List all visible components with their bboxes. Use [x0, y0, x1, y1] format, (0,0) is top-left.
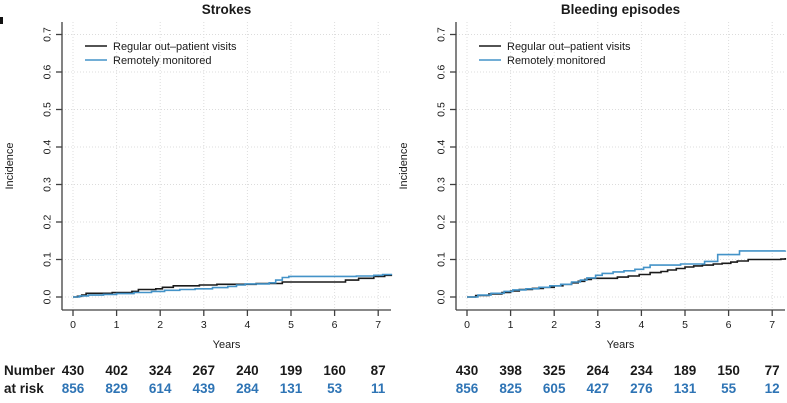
chart-title: Strokes — [202, 2, 252, 17]
risk-value: 427 — [586, 381, 610, 396]
x-tick-label: 6 — [726, 319, 732, 331]
risk-value: 199 — [279, 363, 303, 378]
x-tick-label: 2 — [157, 319, 163, 331]
y-tick-label: 0.0 — [42, 290, 54, 305]
risk-value: 267 — [192, 363, 216, 378]
y-tick-label: 0.1 — [42, 252, 54, 267]
x-tick-label: 4 — [244, 319, 250, 331]
x-tick-label: 2 — [551, 319, 557, 331]
chart-title: Bleeding episodes — [561, 2, 680, 17]
risk-value: 150 — [717, 363, 740, 378]
risk-value: 11 — [371, 381, 386, 396]
x-tick-label: 7 — [769, 319, 775, 331]
x-tick-label: 0 — [464, 319, 470, 331]
legend-label: Remotely monitored — [507, 55, 605, 67]
y-tick-label: 0.3 — [436, 177, 448, 192]
risk-value: 856 — [61, 381, 85, 396]
x-tick-label: 6 — [332, 319, 338, 331]
risk-value: 825 — [499, 381, 522, 396]
x-axis-title: Years — [213, 339, 241, 351]
x-tick-label: 5 — [682, 319, 688, 331]
risk-value: 325 — [542, 363, 566, 378]
x-tick-label: 5 — [288, 319, 294, 331]
y-tick-label: 0.2 — [42, 215, 54, 230]
risk-value: 160 — [323, 363, 346, 378]
risk-value: 284 — [236, 381, 259, 396]
y-tick-label: 0.6 — [436, 65, 448, 80]
y-tick-label: 0.2 — [436, 215, 448, 230]
risk-value: 439 — [192, 381, 216, 396]
risk-value: 87 — [370, 363, 386, 378]
strokes-chart: 0.0 0.1 0.2 0.3 0.4 0.5 0.6 0.7 0 1 2 3 4 5 6 7 Years Inc… — [4, 2, 393, 351]
number-at-risk-label-line2: at risk — [4, 381, 44, 396]
x-axis-title: Years — [607, 339, 635, 351]
risk-value: 856 — [455, 381, 479, 396]
risk-value: 77 — [764, 363, 780, 378]
risk-value: 234 — [630, 363, 653, 378]
x-tick-label: 4 — [638, 319, 644, 331]
risk-value: 240 — [236, 363, 259, 378]
x-tick-label: 7 — [375, 319, 381, 331]
y-tick-label: 0.1 — [436, 252, 448, 267]
y-tick-label: 0.5 — [436, 102, 448, 117]
risk-value: 430 — [61, 363, 85, 378]
y-tick-label: 0.4 — [436, 140, 448, 155]
y-tick-label: 0.4 — [42, 140, 54, 155]
y-tick-label: 0.0 — [436, 290, 448, 305]
x-tick-label: 1 — [114, 319, 120, 331]
x-tick-label: 3 — [595, 319, 601, 331]
series-path-remote — [467, 250, 787, 298]
risk-value: 398 — [499, 363, 522, 378]
y-tick-label: 0.5 — [42, 102, 54, 117]
x-tick-label: 0 — [70, 319, 76, 331]
series-path-remote — [73, 273, 393, 298]
risk-value: 829 — [105, 381, 128, 396]
series-path-regular — [467, 258, 787, 298]
legend-label: Regular out–patient visits — [507, 41, 631, 53]
number-at-risk-label-line1: Number — [4, 363, 56, 378]
y-axis-title: Incidence — [398, 142, 410, 189]
risk-value: 264 — [586, 363, 610, 378]
risk-value: 324 — [148, 363, 172, 378]
x-tick-label: 3 — [201, 319, 207, 331]
y-tick-label: 0.6 — [42, 65, 54, 80]
y-tick-label: 0.7 — [42, 27, 54, 42]
risk-value: 131 — [279, 381, 303, 396]
risk-value: 276 — [630, 381, 653, 396]
risk-value: 131 — [673, 381, 697, 396]
risk-value: 614 — [148, 381, 172, 396]
y-tick-label: 0.3 — [42, 177, 54, 192]
y-axis-title: Incidence — [4, 142, 16, 189]
risk-value: 189 — [673, 363, 697, 378]
risk-value: 53 — [327, 381, 343, 396]
risk-value: 12 — [764, 381, 780, 396]
risk-value: 402 — [105, 363, 128, 378]
x-tick-label: 1 — [508, 319, 514, 331]
series-path-regular — [73, 274, 393, 298]
y-tick-label: 0.7 — [436, 27, 448, 42]
risk-value: 605 — [542, 381, 566, 396]
bleeding-episodes-chart: 0.0 0.1 0.2 0.3 0.4 0.5 0.6 0.7 0 1 2 3 4 5 6 7 Years Inc… — [398, 2, 787, 351]
risk-value: 55 — [721, 381, 737, 396]
number-at-risk-label: Number at risk — [4, 362, 55, 398]
legend-label: Remotely monitored — [113, 55, 211, 67]
legend-label: Regular out–patient visits — [113, 41, 237, 53]
risk-value: 430 — [455, 363, 479, 378]
edge-artifact — [0, 17, 3, 24]
